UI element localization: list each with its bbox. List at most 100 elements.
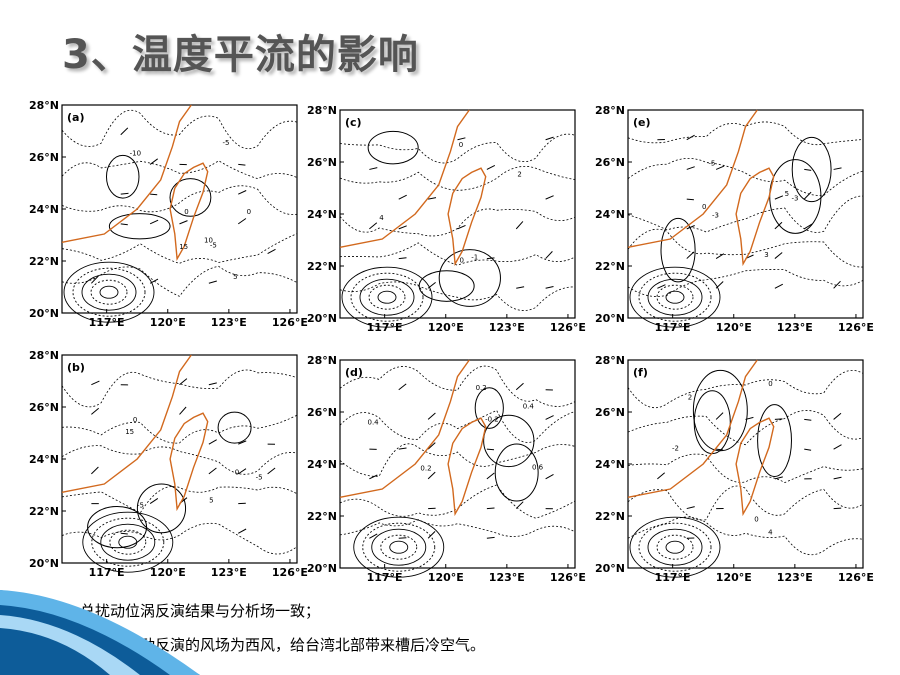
- contour-label: 0: [460, 256, 464, 264]
- contour-label: 0.4: [368, 419, 380, 427]
- lat-label: 28°N: [307, 354, 337, 367]
- wind-barb: [486, 472, 495, 480]
- taiwan-outline: [169, 162, 209, 262]
- lat-label: 24°N: [29, 453, 59, 466]
- concentric-contour: [362, 522, 436, 572]
- lon-label: 126°E: [838, 321, 874, 334]
- wind-barb: [657, 472, 666, 480]
- solid-contour: [474, 387, 504, 429]
- lat-label: 22°N: [307, 510, 337, 523]
- lon-label: 123°E: [211, 316, 247, 329]
- dashed-contour: [61, 369, 298, 408]
- contour-label: 15: [179, 243, 188, 251]
- concentric-contour: [341, 266, 433, 328]
- lon-label: 120°E: [716, 571, 752, 584]
- china-coastline: [339, 109, 470, 248]
- solid-contour: [136, 483, 187, 534]
- wind-barb: [267, 248, 276, 255]
- lat-label: 28°N: [307, 104, 337, 117]
- taiwan-outline: [447, 167, 487, 267]
- contour-label: 0.2: [420, 465, 431, 473]
- panel-f-map: 2 0 -2 4 0 (f) 28°N 26°N 24°N 22°N 20°N 117°E 120°E 1…: [595, 354, 874, 584]
- concentric-contour: [638, 522, 712, 572]
- concentric-contour: [368, 284, 406, 310]
- dashed-contour: [339, 165, 576, 191]
- concentric-contour: [353, 516, 445, 578]
- wind-barb: [745, 416, 754, 420]
- panel-e-map: 0 -5 -3 -3 3 5 (e) 28°N 26°N 24°N 22°N 20°N 117°E 120…: [595, 104, 874, 334]
- lon-label: 126°E: [838, 571, 874, 584]
- wind-barb: [238, 163, 246, 166]
- lat-label: 24°N: [307, 208, 337, 221]
- panel-frame: [339, 359, 576, 569]
- panel-frame: [339, 109, 576, 319]
- lat-label: 20°N: [595, 562, 625, 575]
- solid-contour: [108, 213, 171, 240]
- lon-label: 123°E: [489, 571, 525, 584]
- lat-label: 20°N: [307, 562, 337, 575]
- contour-label: 0.4: [523, 403, 535, 411]
- wind-barb: [715, 165, 725, 170]
- concentric-contour: [647, 528, 703, 566]
- wind-barb: [427, 471, 436, 480]
- contour-label: 5: [209, 497, 213, 505]
- contour-label: 15: [125, 428, 134, 436]
- lat-label: 26°N: [29, 401, 59, 414]
- dashed-contour: [61, 185, 298, 215]
- wind-barb: [774, 195, 784, 200]
- contour-label: 3: [764, 251, 768, 259]
- lat-label: 24°N: [29, 203, 59, 216]
- wind-barb: [91, 275, 99, 284]
- wind-barb: [686, 251, 695, 259]
- panel-a: -5 0 5 -5 -10 15 10 0 (a) 28°N 26°N 24°N 22°N 20°N 117…: [29, 99, 308, 329]
- wind-barb: [457, 137, 466, 141]
- concentric-contour: [389, 540, 409, 554]
- dashed-contour: [627, 516, 864, 555]
- contour-label: 0: [247, 208, 251, 216]
- wind-barb: [515, 501, 524, 509]
- lon-label: 120°E: [716, 321, 752, 334]
- lon-label: 123°E: [777, 321, 813, 334]
- wind-barb: [238, 440, 247, 445]
- panel-f: 2 0 -2 4 0 (f) 28°N 26°N 24°N 22°N 20°N 117°E 120°E 1…: [595, 354, 874, 584]
- wind-barb: [545, 286, 554, 289]
- wind-barb: [91, 380, 100, 386]
- concentric-contour: [665, 290, 685, 304]
- dashed-contour: [339, 443, 576, 477]
- wind-barb: [237, 218, 247, 225]
- wind-barb: [486, 257, 495, 260]
- panel-d: 0.4 0.2 0.6 0.4 -0.2 0.2 (d) 28°N 26°N 24°N 22°N 20…: [307, 354, 586, 584]
- contour-label: 0: [459, 141, 463, 149]
- lon-label: 126°E: [550, 321, 586, 334]
- wind-barb: [774, 476, 783, 480]
- contour-label: 0: [133, 416, 137, 424]
- wind-barb: [179, 406, 187, 415]
- contour-label: 0: [235, 469, 239, 477]
- lat-label: 28°N: [595, 104, 625, 117]
- concentric-contour: [82, 511, 174, 573]
- lat-label: 20°N: [595, 312, 625, 325]
- lon-label: 126°E: [272, 566, 308, 579]
- panel-label: (b): [67, 361, 85, 374]
- wind-barb: [715, 253, 725, 259]
- wind-barb: [427, 531, 436, 539]
- lat-label: 24°N: [595, 208, 625, 221]
- concentric-contour: [371, 528, 427, 566]
- solid-contour: [105, 154, 140, 199]
- wind-barb: [369, 222, 378, 230]
- wind-barb: [427, 412, 436, 420]
- lat-label: 28°N: [29, 99, 59, 112]
- wind-barb: [369, 474, 378, 480]
- wind-barb: [428, 197, 437, 200]
- wind-barb: [516, 286, 525, 289]
- solid-contour: [367, 130, 419, 165]
- panel-b: 0 -5 5 0 15 -5 (b) 28°N 26°N 24°N 22°N 20°N 117°E 120…: [29, 349, 308, 579]
- solid-contour: [692, 369, 748, 452]
- wind-barb: [238, 528, 247, 534]
- wind-barb: [398, 257, 407, 260]
- wind-barb: [179, 220, 188, 225]
- contour-label: 2: [517, 171, 521, 179]
- wind-barb: [427, 442, 436, 450]
- panel-b-map: 0 -5 5 0 15 -5 (b) 28°N 26°N 24°N 22°N 20°N 117°E 120…: [29, 349, 308, 579]
- dashed-contour: [61, 445, 298, 475]
